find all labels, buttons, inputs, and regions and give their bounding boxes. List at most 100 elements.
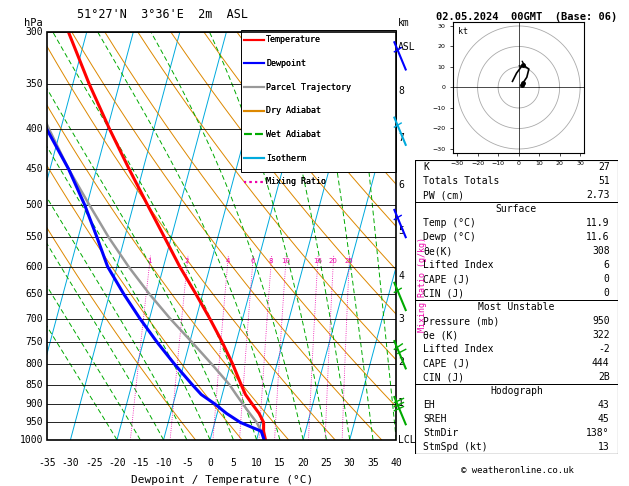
Text: 51°27'N  3°36'E  2m  ASL: 51°27'N 3°36'E 2m ASL <box>77 8 248 21</box>
Text: 35: 35 <box>367 458 379 468</box>
Text: Temp (°C): Temp (°C) <box>423 218 476 228</box>
Text: Lifted Index: Lifted Index <box>423 260 494 270</box>
Text: 10: 10 <box>281 258 290 264</box>
Text: kt: kt <box>459 27 468 36</box>
Text: 444: 444 <box>592 358 610 368</box>
Text: 10: 10 <box>251 458 262 468</box>
Text: Isotherm: Isotherm <box>266 154 306 163</box>
Text: Lifted Index: Lifted Index <box>423 345 494 354</box>
Text: 950: 950 <box>592 316 610 327</box>
Text: 8: 8 <box>398 86 404 96</box>
Text: 6: 6 <box>398 180 404 190</box>
Text: 4: 4 <box>398 271 404 280</box>
Text: CAPE (J): CAPE (J) <box>423 358 470 368</box>
Text: SREH: SREH <box>423 415 447 424</box>
Text: 45: 45 <box>598 415 610 424</box>
Text: 11.6: 11.6 <box>586 232 610 243</box>
Text: Wet Adiabat: Wet Adiabat <box>266 130 321 139</box>
Text: 950: 950 <box>25 417 43 428</box>
Text: 43: 43 <box>598 400 610 410</box>
Text: 5: 5 <box>398 226 404 236</box>
Text: Mixing Ratio (g/kg): Mixing Ratio (g/kg) <box>418 237 427 332</box>
Text: 700: 700 <box>25 314 43 324</box>
Text: 850: 850 <box>25 380 43 390</box>
Text: Dewpoint / Temperature (°C): Dewpoint / Temperature (°C) <box>131 474 313 485</box>
Text: 322: 322 <box>592 330 610 340</box>
Text: 750: 750 <box>25 337 43 347</box>
Text: 3: 3 <box>398 314 404 324</box>
Text: -10: -10 <box>155 458 172 468</box>
Text: Most Unstable: Most Unstable <box>478 302 555 312</box>
Text: 6: 6 <box>250 258 255 264</box>
Text: hPa: hPa <box>25 17 43 28</box>
Text: 16: 16 <box>313 258 322 264</box>
Text: 27: 27 <box>598 162 610 173</box>
Text: 600: 600 <box>25 261 43 272</box>
Text: CIN (J): CIN (J) <box>423 288 464 298</box>
Text: 1000: 1000 <box>19 435 43 445</box>
Text: EH: EH <box>423 400 435 410</box>
Text: 500: 500 <box>25 200 43 210</box>
Text: Dry Adiabat: Dry Adiabat <box>266 106 321 115</box>
Text: ASL: ASL <box>398 42 416 52</box>
Text: 2: 2 <box>398 357 404 367</box>
Text: Hodograph: Hodograph <box>490 386 543 397</box>
Text: -5: -5 <box>181 458 192 468</box>
Text: 138°: 138° <box>586 428 610 438</box>
Text: 6: 6 <box>604 260 610 270</box>
Text: 350: 350 <box>25 79 43 89</box>
Text: CIN (J): CIN (J) <box>423 372 464 382</box>
Text: 25: 25 <box>345 258 353 264</box>
Text: Isotherm: Isotherm <box>266 154 306 163</box>
Text: 1: 1 <box>147 258 152 264</box>
Text: θe (K): θe (K) <box>423 330 459 340</box>
Polygon shape <box>241 30 396 172</box>
Text: 0: 0 <box>604 275 610 284</box>
Text: Mixing Ratio: Mixing Ratio <box>266 177 326 186</box>
Text: 20: 20 <box>329 258 338 264</box>
Text: Parcel Trajectory: Parcel Trajectory <box>266 83 351 91</box>
Text: 20: 20 <box>298 458 309 468</box>
Text: 0: 0 <box>604 288 610 298</box>
Text: Totals Totals: Totals Totals <box>423 176 499 187</box>
Text: Pressure (mb): Pressure (mb) <box>423 316 499 327</box>
Text: 308: 308 <box>592 246 610 257</box>
Text: 15: 15 <box>274 458 286 468</box>
Text: 0: 0 <box>207 458 213 468</box>
Text: K: K <box>423 162 429 173</box>
Text: 5: 5 <box>230 458 237 468</box>
Text: -2: -2 <box>598 345 610 354</box>
Text: 11.9: 11.9 <box>586 218 610 228</box>
Text: 4: 4 <box>225 258 230 264</box>
Text: km: km <box>398 17 409 28</box>
Text: 8: 8 <box>269 258 273 264</box>
Text: 1: 1 <box>398 399 404 408</box>
Text: Dry Adiabat: Dry Adiabat <box>266 106 321 115</box>
Text: 40: 40 <box>391 458 402 468</box>
Text: StmDir: StmDir <box>423 428 459 438</box>
Text: StmSpd (kt): StmSpd (kt) <box>423 442 488 452</box>
Text: 02.05.2024  00GMT  (Base: 06): 02.05.2024 00GMT (Base: 06) <box>437 12 618 22</box>
Text: 51: 51 <box>598 176 610 187</box>
Text: 2: 2 <box>185 258 189 264</box>
Text: 13: 13 <box>598 442 610 452</box>
Text: 800: 800 <box>25 359 43 369</box>
Text: -15: -15 <box>131 458 149 468</box>
Text: LCL: LCL <box>398 435 416 445</box>
Text: 300: 300 <box>25 27 43 36</box>
Text: CAPE (J): CAPE (J) <box>423 275 470 284</box>
Text: 400: 400 <box>25 124 43 134</box>
Text: -30: -30 <box>62 458 79 468</box>
Text: 7: 7 <box>398 133 404 143</box>
Text: Parcel Trajectory: Parcel Trajectory <box>266 83 351 91</box>
Text: Dewpoint: Dewpoint <box>266 59 306 68</box>
Text: Surface: Surface <box>496 205 537 214</box>
Text: 2.73: 2.73 <box>586 191 610 200</box>
Text: -35: -35 <box>38 458 56 468</box>
Text: -20: -20 <box>108 458 126 468</box>
Text: Dewp (°C): Dewp (°C) <box>423 232 476 243</box>
Text: Mixing Ratio: Mixing Ratio <box>266 177 326 186</box>
Text: 550: 550 <box>25 232 43 242</box>
Text: 650: 650 <box>25 289 43 299</box>
Text: 900: 900 <box>25 399 43 409</box>
